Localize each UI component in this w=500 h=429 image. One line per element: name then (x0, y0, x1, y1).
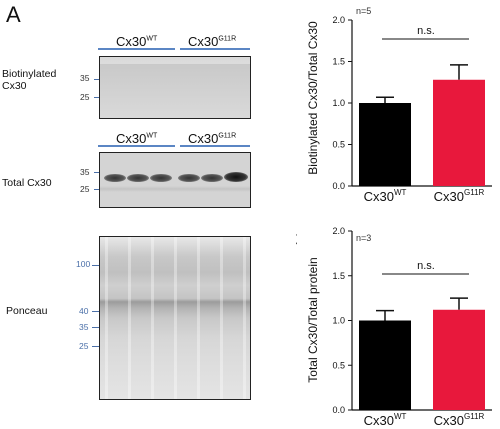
ponceau-stain-image (99, 236, 251, 400)
panel-c-ytick-label: 2.0 (332, 226, 345, 236)
panel-c-xlabel-wt: Cx30WT (364, 412, 407, 428)
panel-c-bar-wt (359, 320, 411, 410)
blot2-group-g11r-label: Cx30G11R (188, 131, 237, 146)
panel-c-ytick-label: 1.0 (332, 316, 345, 326)
panel-b-ytick-label: 1.0 (332, 98, 345, 108)
panel-b-ylabel: Biotinylated Cx30/Total Cx30 (306, 21, 320, 175)
panel-c-ytick-label: 0.0 (332, 405, 345, 415)
panel-c-chart: C n=3 Total Cx30/Total protein 0.0 0.5 1.0… (296, 226, 492, 428)
panel-b-xlabel-wt: Cx30WT (364, 188, 407, 204)
panel-b-ytick-label: 0.5 (332, 140, 345, 150)
biotinylated-blot-image (99, 56, 251, 119)
panel-a-letter: A (6, 2, 21, 27)
panel-b-xlabel-g11r: Cx30G11R (434, 188, 485, 204)
blot2-group-wt-label: Cx30WT (116, 131, 158, 146)
panel-b-ytick-label: 2.0 (332, 15, 345, 25)
panel-c-ytick-label: 0.5 (332, 360, 345, 370)
blot1-marker-35: 35 (80, 73, 90, 83)
ponceau-marker-40: 40 (79, 306, 89, 316)
blot1-group-g11r-label: Cx30G11R (188, 34, 237, 49)
total-cx30-blot-image (99, 152, 251, 208)
ponceau-marker-25: 25 (79, 341, 89, 351)
panel-b-letter: B (296, 0, 297, 25)
panel-b-ytick-label: 0.0 (332, 181, 345, 191)
ponceau-marker-35: 35 (79, 322, 89, 332)
panel-c-n-label: n=3 (356, 233, 371, 243)
blot2-marker-35: 35 (80, 167, 90, 177)
panel-b-n-label: n=5 (356, 6, 371, 16)
blot1-marker-25: 25 (80, 92, 90, 102)
panel-c-letter: C (296, 227, 298, 252)
blot2-marker-25: 25 (80, 184, 90, 194)
panel-b-significance: n.s. (382, 25, 469, 40)
panel-c-significance: n.s. (382, 260, 469, 275)
blot2-row-label: Total Cx30 (2, 177, 52, 189)
panel-b-bar-wt (359, 103, 411, 186)
blot1-group-wt-underline (98, 48, 175, 50)
panel-c-ns-label: n.s. (417, 260, 435, 272)
panel-c-xlabel-g11r: Cx30G11R (434, 412, 485, 428)
blot3-row-label: Ponceau (6, 305, 48, 317)
panel-b-ytick-label: 1.5 (332, 57, 345, 67)
blot1-row-label: Biotinylated Cx30 (2, 68, 57, 92)
blot2-group-wt-underline (98, 145, 175, 147)
ponceau-marker-100: 100 (76, 259, 91, 269)
panel-c-ylabel: Total Cx30/Total protein (306, 257, 320, 382)
blot1-group-g11r-underline (180, 48, 250, 50)
panel-c-bar-g11r (433, 309, 485, 410)
panel-b-bar-g11r (433, 79, 485, 186)
panel-b-chart: B n=5 Biotinylated Cx30/Total Cx30 0.0 0.… (296, 0, 492, 204)
blot1-group-wt-label: Cx30WT (116, 34, 158, 49)
panel-c-ytick-label: 1.5 (332, 271, 345, 281)
blot2-group-g11r-underline (180, 145, 250, 147)
panel-b-ns-label: n.s. (417, 25, 435, 37)
